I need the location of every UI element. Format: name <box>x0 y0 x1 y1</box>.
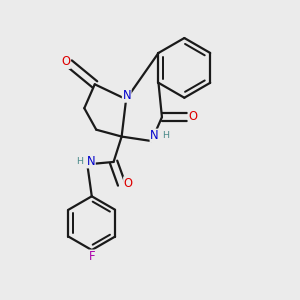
Text: O: O <box>61 56 70 68</box>
Text: O: O <box>188 110 197 123</box>
Text: N: N <box>150 129 159 142</box>
Text: H: H <box>162 130 169 140</box>
Text: O: O <box>124 177 133 190</box>
Text: H: H <box>76 157 84 166</box>
Text: N: N <box>87 155 95 168</box>
Text: F: F <box>89 250 96 263</box>
Text: N: N <box>122 89 131 102</box>
